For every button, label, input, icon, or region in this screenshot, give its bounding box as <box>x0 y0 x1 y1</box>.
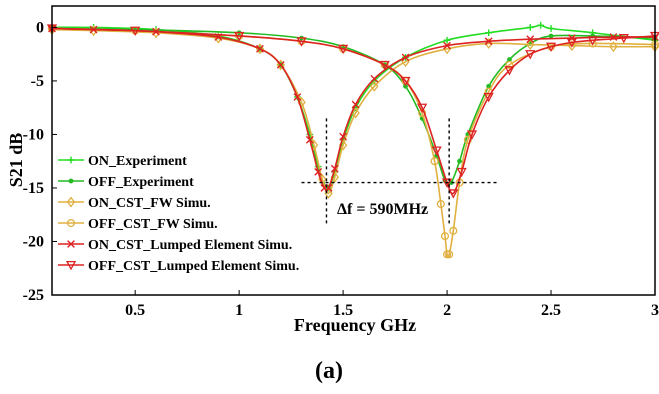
data-point <box>505 60 514 69</box>
data-point <box>351 100 360 109</box>
legend-entry: ON_Experiment <box>58 154 187 169</box>
data-point <box>309 139 319 151</box>
x-tick-label: 2.5 <box>541 302 561 319</box>
legend-entry: ON_CST_FW Simu. <box>58 196 211 211</box>
legend-label: ON_CST_FW Simu. <box>88 196 211 211</box>
legend-marker <box>65 260 77 271</box>
series-line <box>51 27 656 191</box>
data-point <box>436 199 445 209</box>
data-point <box>525 50 536 60</box>
data-point <box>448 189 459 199</box>
legend-entry: OFF_Experiment <box>58 175 194 190</box>
data-point <box>483 92 494 103</box>
data-point <box>566 38 577 48</box>
legend-entry: OFF_CST_Lumped Element Simu. <box>58 259 299 274</box>
data-point <box>507 57 512 62</box>
data-point <box>486 83 492 89</box>
data-point <box>618 34 629 44</box>
data-point <box>547 25 555 32</box>
data-point <box>314 168 323 176</box>
plot-frame <box>51 5 656 296</box>
x-tick-label: 1.5 <box>333 302 353 319</box>
data-point <box>256 44 264 53</box>
ticks-layer: 0.5 1 1.5 2 2.5 3 0 -5 -10 -15 -20 -25 <box>23 19 659 319</box>
legend-marker <box>66 218 76 228</box>
data-point <box>484 37 493 46</box>
data-point <box>441 178 453 188</box>
y-axis-label: S21 dB <box>6 133 26 188</box>
data-point <box>526 39 535 50</box>
x-tick-label: 2 <box>443 302 451 319</box>
legend-marker <box>67 240 75 248</box>
data-point <box>443 36 451 44</box>
data-point <box>587 36 598 46</box>
data-point <box>338 44 349 55</box>
y-tick-label: -20 <box>23 233 44 250</box>
legend: ON_Experiment OFF_Experiment ON_CST_FW Sim… <box>58 154 299 274</box>
data-point <box>431 146 442 156</box>
x-tick-label: 0.5 <box>125 302 145 319</box>
series-layer <box>46 21 659 259</box>
data-point <box>296 37 307 47</box>
data-point <box>400 76 411 87</box>
data-point <box>330 164 339 173</box>
data-point <box>526 35 535 44</box>
x-tick-label: 3 <box>651 302 659 319</box>
legend-entry: ON_CST_Lumped Element Simu. <box>58 238 292 253</box>
guides-layer <box>301 118 500 226</box>
y-tick-label: -25 <box>23 287 44 304</box>
data-point <box>485 29 493 37</box>
data-point <box>305 135 314 144</box>
data-point <box>504 66 515 76</box>
data-point <box>466 130 478 140</box>
legend-label: OFF_Experiment <box>88 175 194 190</box>
legend-label: OFF_CST_FW Simu. <box>88 217 218 232</box>
data-point <box>443 41 451 50</box>
legend-label: ON_Experiment <box>88 154 187 169</box>
data-point <box>379 60 390 71</box>
data-point <box>430 157 439 166</box>
data-point <box>548 33 554 39</box>
data-point <box>567 34 576 43</box>
y-tick-label: 0 <box>36 19 44 36</box>
legend-label: ON_CST_Lumped Element Simu. <box>88 238 292 253</box>
data-point <box>537 21 545 29</box>
legend-label: OFF_CST_Lumped Element Simu. <box>88 259 299 274</box>
series-line <box>51 28 656 195</box>
series-6 <box>46 24 659 199</box>
data-point <box>293 93 302 101</box>
data-point <box>339 132 347 141</box>
y-tick-label: -10 <box>23 126 44 143</box>
legend-marker <box>66 196 76 208</box>
data-point <box>545 42 557 53</box>
data-point <box>440 232 450 241</box>
x-tick-label: 1 <box>235 302 243 319</box>
legend-marker <box>67 156 75 164</box>
delta-f-annotation: Δf = 590MHz <box>337 201 428 218</box>
data-point <box>609 41 618 53</box>
data-point <box>370 74 379 83</box>
series-line <box>51 27 656 195</box>
data-point <box>370 80 379 92</box>
data-point <box>351 107 360 119</box>
data-point <box>417 103 428 114</box>
figure-caption: (a) <box>315 358 343 384</box>
x-axis-label: Frequency GHz <box>294 315 416 335</box>
legend-entry: OFF_CST_FW Simu. <box>58 217 218 232</box>
data-point <box>401 53 410 62</box>
legend-marker <box>68 178 74 184</box>
data-point <box>449 226 458 235</box>
data-point <box>445 250 454 259</box>
data-point <box>130 26 141 36</box>
data-point <box>276 60 285 69</box>
y-tick-label: -15 <box>23 180 44 197</box>
y-tick-label: -5 <box>31 73 44 90</box>
data-point <box>456 167 467 178</box>
data-point <box>457 158 462 164</box>
data-point <box>234 31 245 42</box>
data-point <box>463 135 472 144</box>
data-point <box>526 24 534 31</box>
